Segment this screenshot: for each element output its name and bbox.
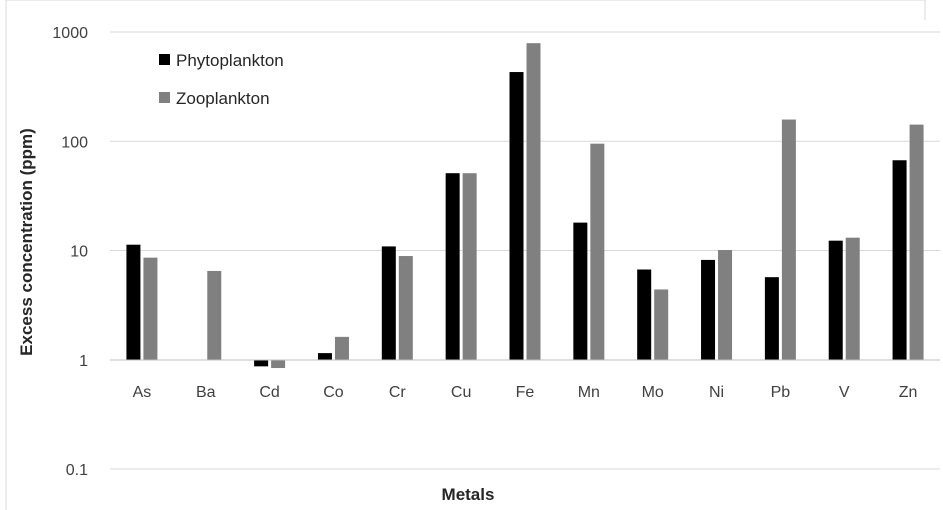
x-tick-label: Ni bbox=[709, 384, 724, 401]
legend-label-phytoplankton: Phytoplankton bbox=[176, 51, 284, 70]
x-tick-label: Cr bbox=[389, 384, 407, 401]
bar-phytoplankton-mo bbox=[637, 269, 652, 360]
bar-zooplankton-cd bbox=[271, 360, 286, 369]
bar-phytoplankton-cd bbox=[254, 360, 269, 367]
bar-phytoplankton-v bbox=[828, 240, 843, 360]
bar-phytoplankton-zn bbox=[892, 160, 907, 360]
y-tick-label: 1000 bbox=[52, 25, 88, 42]
legend-swatch-phytoplankton bbox=[159, 54, 170, 65]
bar-zooplankton-co bbox=[334, 336, 349, 360]
legend-swatch-zooplankton bbox=[159, 92, 170, 103]
x-tick-label: V bbox=[839, 384, 850, 401]
bar-zooplankton-zn bbox=[909, 124, 924, 361]
bar-zooplankton-cr bbox=[398, 256, 413, 360]
x-tick-label: Mo bbox=[642, 384, 664, 401]
bar-zooplankton-as bbox=[143, 257, 158, 360]
x-tick-label: Co bbox=[323, 384, 344, 401]
bar-phytoplankton-co bbox=[317, 353, 332, 360]
bar-zooplankton-mo bbox=[654, 289, 669, 360]
y-tick-label: 100 bbox=[61, 134, 88, 151]
bar-phytoplankton-cu bbox=[445, 173, 460, 360]
y-tick-label: 10 bbox=[70, 244, 88, 261]
bar-zooplankton-ni bbox=[718, 250, 733, 360]
x-tick-label: Cd bbox=[259, 384, 279, 401]
bar-zooplankton-cu bbox=[462, 173, 477, 360]
x-tick-label: Mn bbox=[578, 384, 600, 401]
bar-phytoplankton-as bbox=[126, 244, 141, 360]
bar-phytoplankton-fe bbox=[509, 72, 524, 360]
bar-phytoplankton-ni bbox=[701, 259, 716, 360]
bar-phytoplankton-pb bbox=[764, 277, 779, 360]
y-tick-label: 0.1 bbox=[66, 462, 88, 479]
x-axis-title: Metals bbox=[442, 485, 495, 504]
y-tick-label: 1 bbox=[79, 353, 88, 370]
bar-phytoplankton-mn bbox=[573, 222, 588, 360]
x-tick-label: Cu bbox=[451, 384, 471, 401]
x-tick-label: Zn bbox=[899, 384, 918, 401]
x-tick-label: Fe bbox=[516, 384, 535, 401]
bar-zooplankton-ba bbox=[207, 270, 222, 360]
legend-label-zooplankton: Zooplankton bbox=[176, 89, 270, 108]
x-tick-label: As bbox=[133, 384, 152, 401]
bar-phytoplankton-cr bbox=[381, 246, 396, 360]
x-tick-label: Pb bbox=[771, 384, 791, 401]
x-tick-label: Ba bbox=[196, 384, 216, 401]
bar-zooplankton-mn bbox=[590, 143, 605, 360]
bar-zooplankton-pb bbox=[781, 119, 796, 360]
bar-zooplankton-v bbox=[845, 237, 860, 360]
y-axis-title: Excess concentration (ppm) bbox=[17, 128, 36, 356]
bar-zooplankton-fe bbox=[526, 43, 541, 361]
